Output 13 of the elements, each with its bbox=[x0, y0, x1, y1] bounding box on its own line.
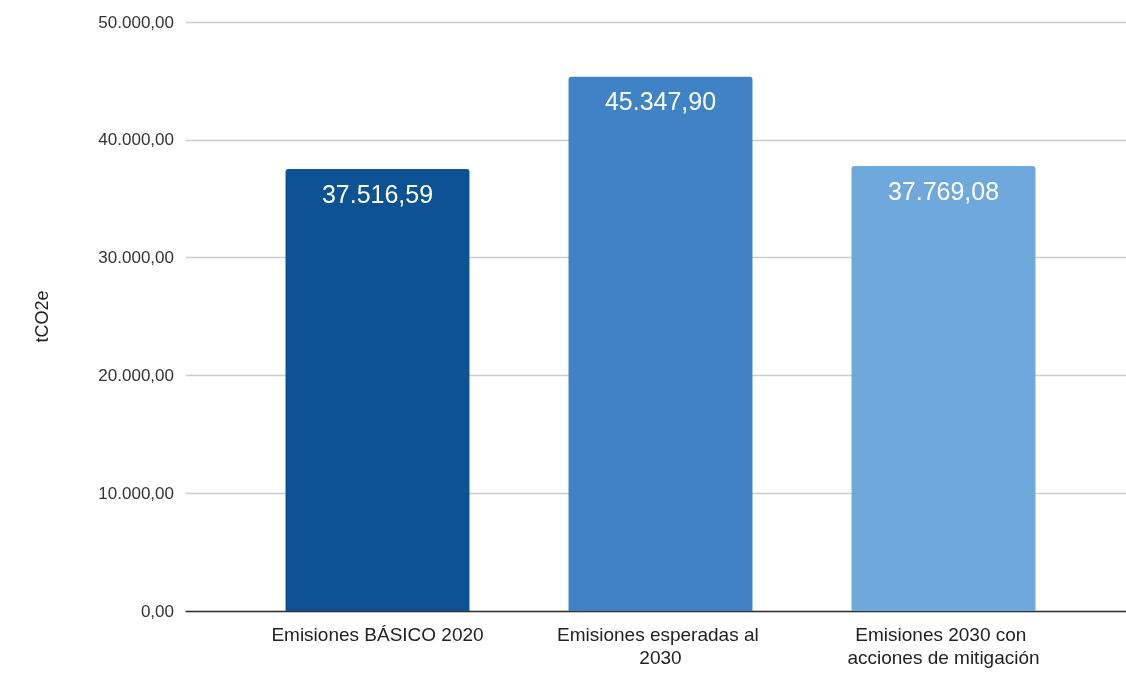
y-tick-label: 0,00 bbox=[140, 601, 174, 621]
data-label: 37.769,08 bbox=[887, 176, 1000, 205]
x-tick-label: Emisiones esperadas al 2030 bbox=[557, 624, 764, 668]
data-label: 45.347,90 bbox=[604, 87, 717, 116]
y-axis-title: tCO2e bbox=[32, 290, 52, 343]
x-tick-label: Emisiones 2030 con acciones de mitigación bbox=[847, 624, 1040, 668]
y-tick-label: 30.000,00 bbox=[98, 248, 174, 268]
y-tick-label: 40.000,00 bbox=[98, 130, 174, 150]
y-tick-label: 20.000,00 bbox=[98, 365, 174, 385]
data-label: 37.516,59 bbox=[321, 179, 434, 208]
x-tick-label: Emisiones BÁSICO 2020 bbox=[271, 624, 484, 645]
y-tick-label: 50.000,00 bbox=[98, 12, 174, 32]
y-tick-label: 10.000,00 bbox=[98, 483, 174, 503]
